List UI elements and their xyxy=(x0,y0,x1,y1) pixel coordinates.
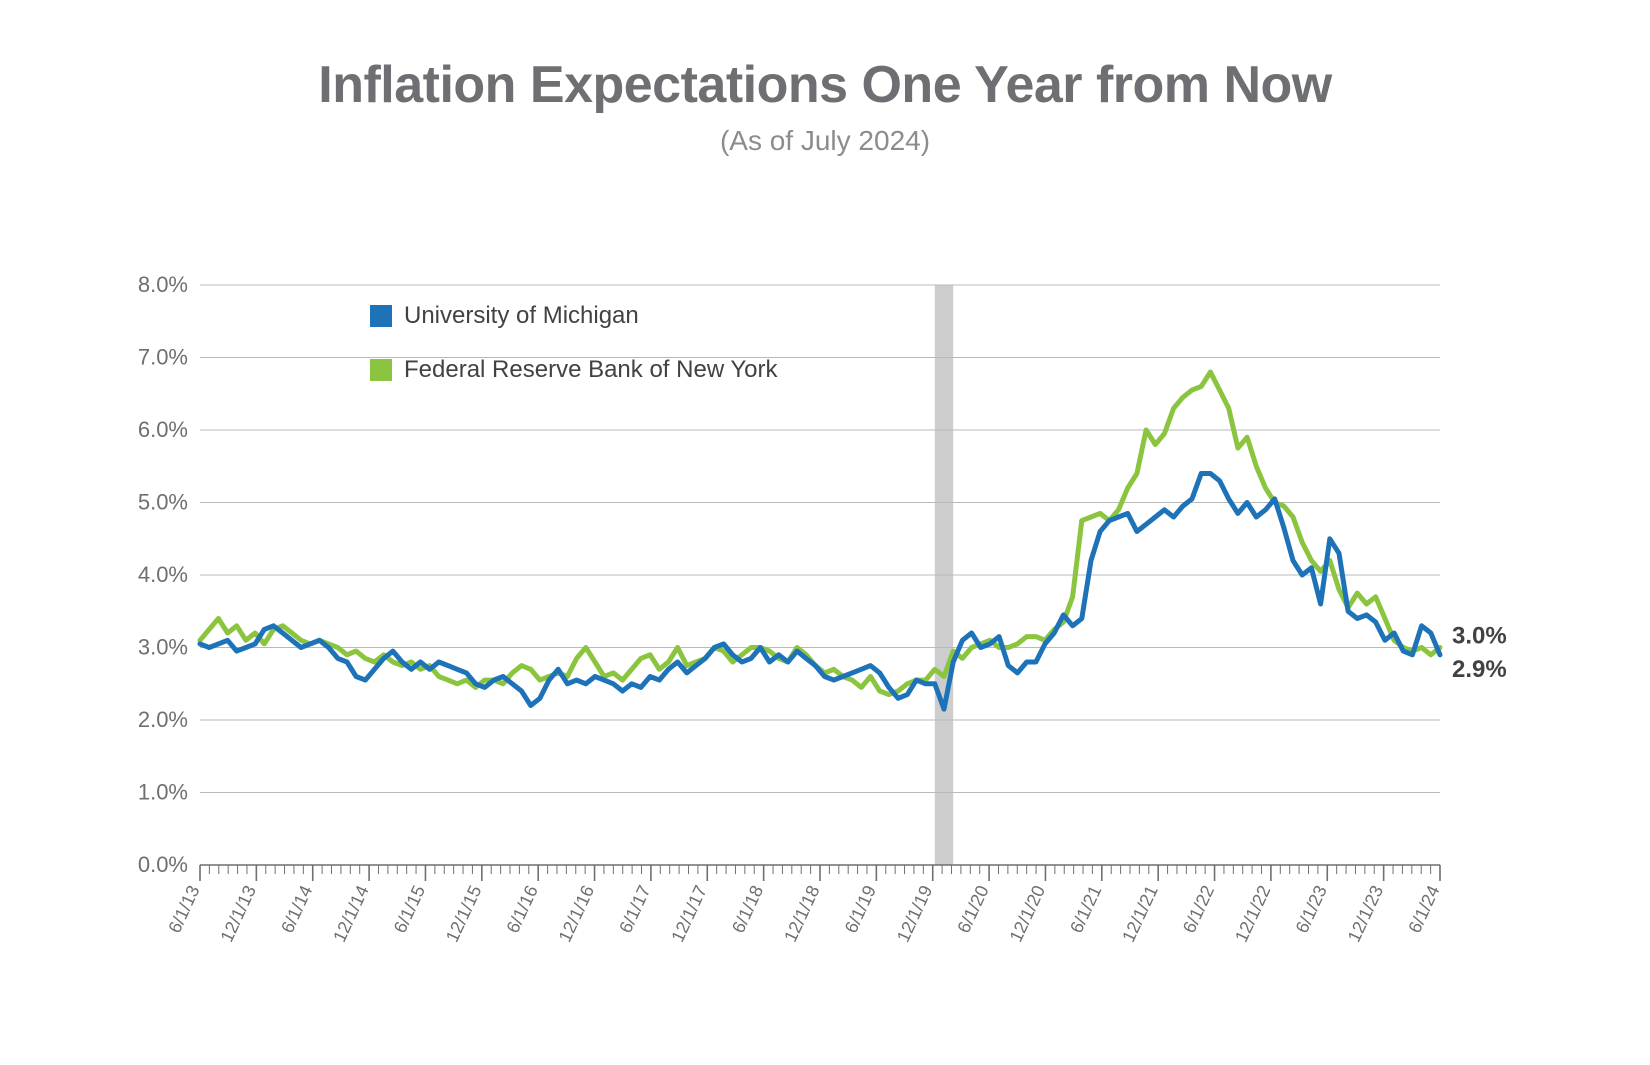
chart-subtitle: (As of July 2024) xyxy=(0,125,1650,157)
x-tick-label: 6/1/23 xyxy=(1292,882,1331,936)
x-tick-label: 6/1/22 xyxy=(1179,882,1218,936)
x-tick-label: 6/1/13 xyxy=(164,882,203,936)
x-tick-label: 12/1/18 xyxy=(780,882,824,945)
y-tick-label: 4.0% xyxy=(138,562,188,587)
series-end-label: 3.0% xyxy=(1452,623,1507,650)
x-tick-label: 6/1/24 xyxy=(1404,882,1443,936)
x-tick-label: 6/1/15 xyxy=(390,882,429,936)
y-tick-label: 3.0% xyxy=(138,635,188,660)
x-tick-label: 12/1/20 xyxy=(1006,882,1050,945)
legend-label: Federal Reserve Bank of New York xyxy=(404,356,779,383)
x-tick-label: 6/1/18 xyxy=(728,882,767,936)
x-tick-label: 6/1/21 xyxy=(1066,882,1105,936)
x-tick-label: 12/1/21 xyxy=(1118,882,1162,945)
x-tick-label: 12/1/17 xyxy=(667,882,711,945)
y-tick-label: 7.0% xyxy=(138,345,188,370)
line-chart: 0.0% 1.0% 2.0% 3.0% 4.0% 5.0% 6.0% 7.0% 8.0% 6/1/… xyxy=(120,265,1540,985)
x-tick-label: 12/1/15 xyxy=(442,882,486,945)
x-tick-label: 12/1/16 xyxy=(555,882,599,945)
series-end-label: 2.9% xyxy=(1452,656,1507,683)
legend-label: University of Michigan xyxy=(404,302,639,329)
y-tick-label: 6.0% xyxy=(138,417,188,442)
x-tick-label: 6/1/17 xyxy=(615,882,654,936)
x-tick-label: 6/1/19 xyxy=(841,882,880,936)
y-tick-label: 0.0% xyxy=(138,852,188,877)
legend-swatch xyxy=(370,359,392,381)
x-tick-label: 6/1/14 xyxy=(277,882,316,936)
y-tick-label: 1.0% xyxy=(138,780,188,805)
x-tick-label: 6/1/20 xyxy=(953,882,992,936)
series-line xyxy=(200,474,1440,710)
chart-svg: 0.0% 1.0% 2.0% 3.0% 4.0% 5.0% 6.0% 7.0% 8.0% 6/1/… xyxy=(120,265,1540,985)
y-tick-label: 8.0% xyxy=(138,272,188,297)
chart-container: Inflation Expectations One Year from Now… xyxy=(0,55,1650,1065)
x-tick-label: 6/1/16 xyxy=(503,882,542,936)
y-tick-label: 5.0% xyxy=(138,490,188,515)
y-tick-label: 2.0% xyxy=(138,707,188,732)
x-tick-label: 12/1/14 xyxy=(329,882,373,945)
x-tick-label: 12/1/23 xyxy=(1344,882,1388,945)
x-tick-label: 12/1/22 xyxy=(1231,882,1275,945)
x-tick-label: 12/1/19 xyxy=(893,882,937,945)
legend-swatch xyxy=(370,305,392,327)
chart-title: Inflation Expectations One Year from Now xyxy=(0,55,1650,115)
x-tick-label: 12/1/13 xyxy=(216,882,260,945)
series-line xyxy=(200,372,1440,695)
